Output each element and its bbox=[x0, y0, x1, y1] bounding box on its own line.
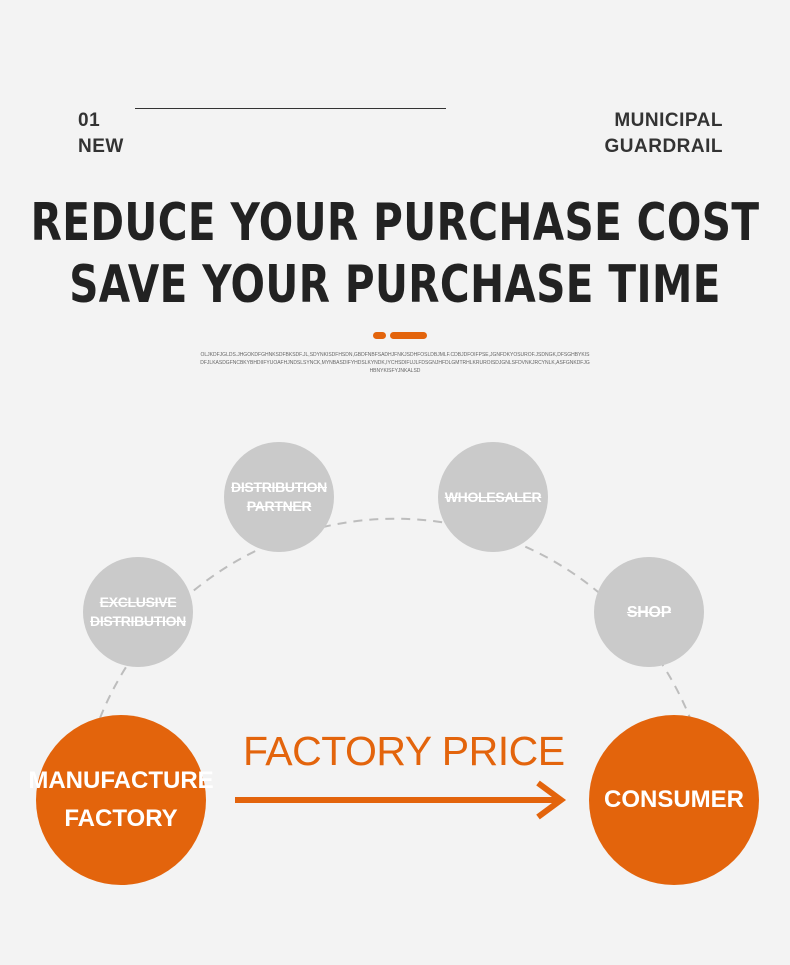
node-exclusive-distribution: EXCLUSIVE DISTRIBUTION bbox=[83, 557, 193, 667]
factory-price-label: FACTORY PRICE bbox=[243, 728, 565, 774]
node-consumer: CONSUMER bbox=[589, 715, 759, 885]
node-shop: SHOP bbox=[594, 557, 704, 667]
arrow-right-icon bbox=[235, 780, 567, 820]
accent-dot bbox=[373, 332, 386, 339]
description-text: OLJKDFJGLDS.JHGOKDFGHNKSDFBKSDF.JL,SDYNK… bbox=[200, 352, 590, 374]
category-label: MUNICIPAL GUARDRAIL bbox=[604, 110, 723, 157]
node-manufacture-factory: MANUFACTURE FACTORY bbox=[28, 715, 214, 885]
headline-line1: REDUCE YOUR PURCHASE COST bbox=[30, 193, 760, 253]
node-wholesaler: WHOLESALER bbox=[438, 442, 548, 552]
divider bbox=[135, 108, 446, 109]
section-number: 01 NEW bbox=[78, 110, 124, 157]
node-distribution-partner: DISTRIBUTION PARTNER bbox=[224, 442, 334, 552]
accent-bar bbox=[390, 332, 427, 339]
headline-line2: SAVE YOUR PURCHASE TIME bbox=[69, 255, 721, 315]
